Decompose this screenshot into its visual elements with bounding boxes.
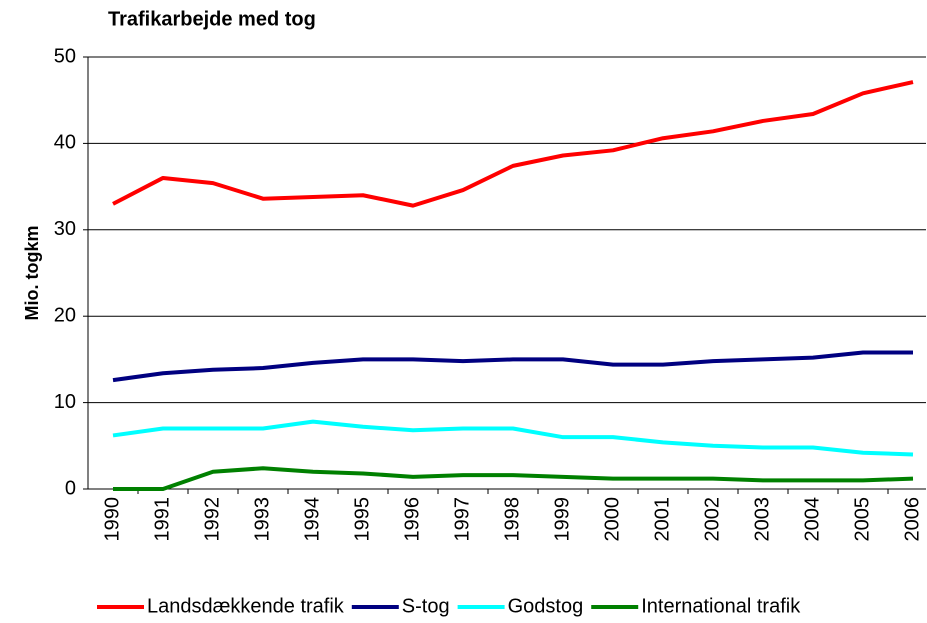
series-line — [113, 466, 914, 491]
x-tick-label: 1994 — [301, 497, 323, 542]
legend-label: International trafik — [641, 595, 801, 617]
legend-label: S-tog — [402, 595, 450, 617]
x-tick-label: 2001 — [651, 497, 673, 542]
x-tick-label: 1993 — [251, 497, 273, 542]
chart-title: Trafikarbejde med tog — [108, 8, 316, 30]
y-tick-label: 50 — [54, 45, 76, 67]
y-axis-label: Mio. togkm — [22, 226, 42, 321]
x-tick-label: 1998 — [501, 497, 523, 542]
legend-label: Landsdækkende trafik — [147, 595, 345, 617]
x-tick-label: 1997 — [451, 497, 473, 542]
y-tick-label: 30 — [54, 218, 76, 240]
series-line — [112, 350, 913, 383]
y-tick-label: 40 — [54, 132, 76, 154]
series-line — [112, 419, 914, 457]
y-tick-label: 10 — [54, 391, 76, 413]
x-tick-label: 1990 — [101, 497, 123, 542]
x-tick-label: 1999 — [551, 497, 573, 542]
y-tick-label: 0 — [65, 477, 76, 499]
x-tick-label: 2003 — [751, 497, 773, 542]
x-tick-label: 1992 — [201, 497, 223, 542]
x-tick-label: 2002 — [701, 497, 723, 542]
x-tick-label: 2006 — [901, 497, 923, 542]
x-tick-label: 2005 — [851, 497, 873, 542]
x-tick-label: 1996 — [401, 497, 423, 542]
x-tick-label: 2000 — [601, 497, 623, 542]
x-tick-label: 2004 — [801, 497, 823, 542]
x-tick-label: 1995 — [351, 497, 373, 542]
series-line — [112, 80, 914, 208]
y-tick-label: 20 — [54, 304, 76, 326]
x-tick-label: 1991 — [151, 497, 173, 542]
legend-label: Godstog — [508, 595, 584, 617]
